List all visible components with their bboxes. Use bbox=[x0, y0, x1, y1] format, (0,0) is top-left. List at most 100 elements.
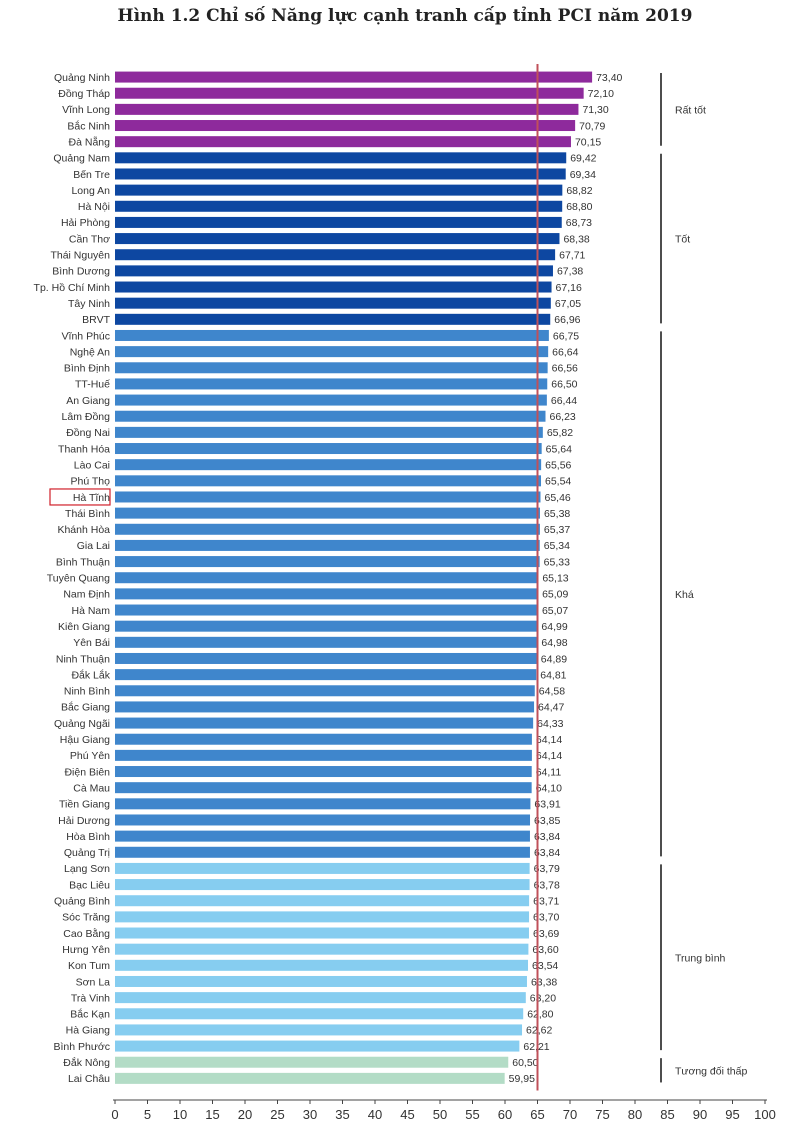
x-tick-label: 85 bbox=[660, 1107, 674, 1122]
value-label: 73,40 bbox=[596, 72, 622, 84]
value-label: 66,50 bbox=[551, 379, 577, 391]
category-label: Bạc Liêu bbox=[69, 879, 110, 891]
bar bbox=[115, 636, 538, 648]
category-label: Hưng Yên bbox=[62, 944, 110, 956]
bar bbox=[115, 297, 551, 309]
bars-layer: Quảng Ninh 73,40 Đồng Tháp 72,10 Vĩnh Long 71… bbox=[34, 64, 623, 1091]
value-label: 66,64 bbox=[552, 346, 578, 358]
bar bbox=[115, 200, 563, 212]
x-tick-label: 100 bbox=[754, 1107, 776, 1122]
category-label: Sơn La bbox=[76, 976, 110, 988]
category-label: Bình Dương bbox=[52, 266, 110, 278]
bar bbox=[115, 410, 546, 422]
x-tick-label: 55 bbox=[465, 1107, 479, 1122]
value-label: 65,56 bbox=[545, 459, 571, 471]
category-label: Đắk Nông bbox=[63, 1056, 110, 1069]
value-label: 64,89 bbox=[541, 653, 567, 665]
bar bbox=[115, 588, 539, 600]
value-label: 60,50 bbox=[512, 1057, 538, 1069]
value-label: 64,98 bbox=[541, 637, 567, 649]
x-tick-label: 70 bbox=[563, 1107, 577, 1122]
category-label: Bình Định bbox=[64, 363, 110, 375]
category-label: Sóc Trăng bbox=[62, 912, 110, 924]
x-tick-label: 60 bbox=[498, 1107, 512, 1122]
bar bbox=[115, 1024, 523, 1036]
bar bbox=[115, 879, 530, 891]
chart-title: Hình 1.2 Chỉ số Năng lực cạnh tranh cấp … bbox=[117, 6, 693, 26]
bar bbox=[115, 426, 543, 438]
x-tick-label: 20 bbox=[238, 1107, 252, 1122]
value-label: 68,80 bbox=[566, 201, 592, 213]
category-label: Bắc Ninh bbox=[67, 119, 110, 132]
category-label: Cao Bằng bbox=[63, 927, 110, 940]
bar bbox=[115, 975, 527, 987]
value-label: 70,79 bbox=[579, 120, 605, 132]
bar bbox=[115, 992, 526, 1004]
x-tick-label: 10 bbox=[173, 1107, 187, 1122]
category-label: An Giang bbox=[66, 395, 110, 407]
bar bbox=[115, 943, 529, 955]
value-label: 63,84 bbox=[534, 831, 560, 843]
value-label: 64,14 bbox=[536, 750, 562, 762]
value-label: 65,82 bbox=[547, 427, 573, 439]
x-tick-label: 35 bbox=[335, 1107, 349, 1122]
bar bbox=[115, 491, 541, 503]
group-label: Khá bbox=[675, 589, 694, 601]
category-label: Hà Nội bbox=[78, 201, 110, 213]
category-label: Long An bbox=[71, 185, 110, 197]
value-label: 59,95 bbox=[509, 1073, 535, 1085]
bar bbox=[115, 394, 547, 406]
bar bbox=[115, 1072, 505, 1084]
bar bbox=[115, 733, 532, 745]
bar bbox=[115, 959, 529, 971]
bar bbox=[115, 830, 530, 842]
bar bbox=[115, 313, 551, 325]
category-label: Bến Tre bbox=[73, 169, 110, 181]
value-label: 63,20 bbox=[530, 992, 556, 1004]
group-label: Tốt bbox=[675, 234, 690, 246]
value-label: 65,38 bbox=[544, 508, 570, 520]
x-tick-label: 25 bbox=[270, 1107, 284, 1122]
category-label: Nghệ An bbox=[70, 346, 110, 358]
value-label: 63,85 bbox=[534, 815, 560, 827]
x-tick-label: 90 bbox=[693, 1107, 707, 1122]
category-label: Phú Thọ bbox=[70, 476, 110, 488]
bar bbox=[115, 782, 532, 794]
category-label: Bình Thuận bbox=[56, 556, 110, 568]
value-label: 63,70 bbox=[533, 912, 559, 924]
bar bbox=[115, 475, 542, 487]
category-label: Quảng Ngãi bbox=[54, 718, 110, 730]
category-label: Quảng Bình bbox=[54, 896, 110, 908]
category-label: Kiên Giang bbox=[58, 621, 110, 633]
value-label: 63,69 bbox=[533, 928, 559, 940]
value-label: 64,99 bbox=[541, 621, 567, 633]
value-label: 72,10 bbox=[588, 88, 614, 100]
bar bbox=[115, 103, 579, 115]
value-label: 63,79 bbox=[534, 863, 560, 875]
x-tick-label: 5 bbox=[144, 1107, 151, 1122]
category-label: Đồng Tháp bbox=[58, 88, 110, 100]
x-tick-label: 30 bbox=[303, 1107, 317, 1122]
category-label: Tuyên Quang bbox=[47, 573, 110, 585]
value-label: 69,34 bbox=[570, 169, 596, 181]
category-label: Hậu Giang bbox=[60, 734, 110, 746]
value-label: 65,09 bbox=[542, 589, 568, 601]
bar bbox=[115, 378, 548, 390]
category-label: Ninh Thuận bbox=[56, 653, 110, 665]
bar bbox=[115, 87, 584, 99]
value-label: 66,44 bbox=[551, 395, 577, 407]
category-label: Phú Yên bbox=[70, 750, 110, 762]
bar bbox=[115, 216, 562, 228]
category-label: Hà Nam bbox=[71, 605, 110, 617]
value-label: 65,07 bbox=[542, 605, 568, 617]
category-label: Lai Châu bbox=[68, 1073, 110, 1085]
value-label: 69,42 bbox=[570, 153, 596, 165]
bar bbox=[115, 233, 560, 245]
category-label: Cần Thơ bbox=[69, 233, 110, 245]
bar bbox=[115, 459, 542, 471]
bar bbox=[115, 846, 530, 858]
category-label: Khánh Hòa bbox=[57, 524, 110, 536]
x-tick-label: 65 bbox=[530, 1107, 544, 1122]
category-label: Trà Vinh bbox=[71, 992, 110, 1004]
